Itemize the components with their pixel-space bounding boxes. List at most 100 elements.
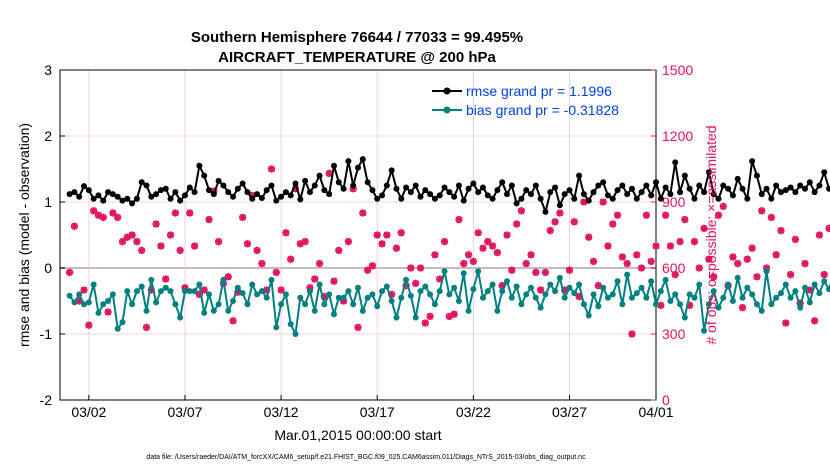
bias-point xyxy=(763,268,770,275)
rmse-point xyxy=(431,195,438,202)
obs-assimilated-marker xyxy=(373,231,381,239)
obs-assimilated-marker xyxy=(642,211,650,219)
bias-point xyxy=(580,301,587,308)
bias-series-line xyxy=(68,271,830,338)
rmse-point xyxy=(302,177,309,184)
rmse-point xyxy=(773,182,780,189)
obs-assimilated-marker xyxy=(364,266,372,274)
rmse-point xyxy=(479,184,486,191)
rmse-point xyxy=(345,158,352,165)
bias-point xyxy=(254,291,261,298)
rmse-point xyxy=(821,169,828,176)
bias-point xyxy=(225,307,232,314)
bias-point xyxy=(393,314,400,321)
obs-assimilated-marker xyxy=(388,290,396,298)
obs-assimilated-marker xyxy=(296,240,304,248)
rmse-point xyxy=(701,189,708,196)
bias-point xyxy=(105,298,112,304)
rmse-point xyxy=(451,193,458,200)
bias-point xyxy=(725,281,732,288)
obs-assimilated-marker xyxy=(70,222,79,230)
obs-assimilated-marker xyxy=(589,257,598,265)
obs-assimilated-marker xyxy=(613,211,622,219)
rmse-point xyxy=(66,191,73,198)
rmse-point xyxy=(220,182,227,189)
obs-assimilated-marker xyxy=(426,312,434,320)
rmse-point xyxy=(100,197,107,204)
obs-assimilated-marker xyxy=(75,297,83,305)
bias-point xyxy=(643,294,650,301)
bias-point xyxy=(379,288,386,295)
rmse-point xyxy=(388,167,395,174)
bias-point xyxy=(720,294,727,301)
obs-assimilated-marker xyxy=(229,317,237,325)
obs-assimilated-marker xyxy=(416,264,425,272)
obs-assimilated-marker xyxy=(195,290,203,298)
obs-assimilated-marker xyxy=(811,317,819,325)
y-axis-left: 3 2 1 0 -1 -2 xyxy=(40,62,65,408)
bias-point xyxy=(220,276,227,283)
obs-assimilated-marker xyxy=(66,268,74,276)
rmse-point xyxy=(369,187,376,194)
bias-point xyxy=(422,283,429,290)
rmse-point xyxy=(782,187,789,194)
bias-point xyxy=(436,288,443,295)
obs-assimilated-marker xyxy=(681,216,689,224)
rmse-point xyxy=(681,172,688,179)
rmse-point xyxy=(643,182,650,189)
obs-assimilated-marker xyxy=(291,185,300,193)
obs-assimilated-marker xyxy=(748,244,756,252)
rmse-point xyxy=(542,208,549,215)
y-left-tick-label: 2 xyxy=(44,128,52,144)
obs-assimilated-marker xyxy=(782,319,790,327)
obs-assimilated-marker xyxy=(705,255,713,263)
obs-assimilated-marker xyxy=(455,216,463,224)
bias-point xyxy=(263,294,270,301)
bias-point xyxy=(604,294,611,301)
rmse-point xyxy=(460,197,467,204)
obs-assimilated-marker xyxy=(714,211,723,219)
obs-assimilated-marker xyxy=(628,330,636,338)
bias-point xyxy=(66,292,73,299)
obs-assimilated-marker xyxy=(729,253,737,261)
obs-assimilated-marker xyxy=(541,268,550,276)
rmse-point xyxy=(244,189,251,196)
obs-assimilated-marker xyxy=(258,260,266,268)
rmse-point xyxy=(306,189,313,196)
rmse-point xyxy=(340,185,347,192)
bias-point xyxy=(340,294,347,301)
bias-point xyxy=(297,294,304,301)
obs-assimilated-marker xyxy=(686,301,694,309)
rmse-point xyxy=(739,185,746,192)
rmse-point xyxy=(547,189,554,196)
rmse-point xyxy=(196,162,203,169)
obs-assimilated-marker xyxy=(710,273,718,281)
obs-assimilated-marker xyxy=(474,229,482,237)
rmse-point xyxy=(81,183,88,190)
bias-point xyxy=(148,276,155,283)
gridlines xyxy=(60,70,656,400)
rmse-point xyxy=(167,195,174,202)
obs-assimilated-marker xyxy=(157,242,165,250)
bias-point xyxy=(157,288,164,295)
obs-assimilated-marker xyxy=(431,251,439,259)
obs-assimilated-marker xyxy=(200,286,208,294)
bias-point xyxy=(388,298,395,304)
obs-assimilated-marker xyxy=(508,266,516,274)
rmse-point xyxy=(465,185,472,192)
bias-point xyxy=(633,290,640,297)
bias-point xyxy=(100,301,107,308)
x-tick-label: 03/27 xyxy=(552,404,587,420)
bias-point xyxy=(504,278,510,285)
rmse-point xyxy=(230,193,237,200)
bias-point xyxy=(441,268,448,275)
bias-point xyxy=(816,290,823,297)
bias-point xyxy=(81,301,88,308)
obs-assimilated-marker xyxy=(152,220,160,228)
bias-point xyxy=(230,298,237,304)
bias-point xyxy=(326,291,333,298)
bias-point xyxy=(76,291,83,298)
obs-assimilated-marker xyxy=(162,275,170,283)
bias-point xyxy=(489,281,496,288)
rmse-point xyxy=(234,185,241,192)
